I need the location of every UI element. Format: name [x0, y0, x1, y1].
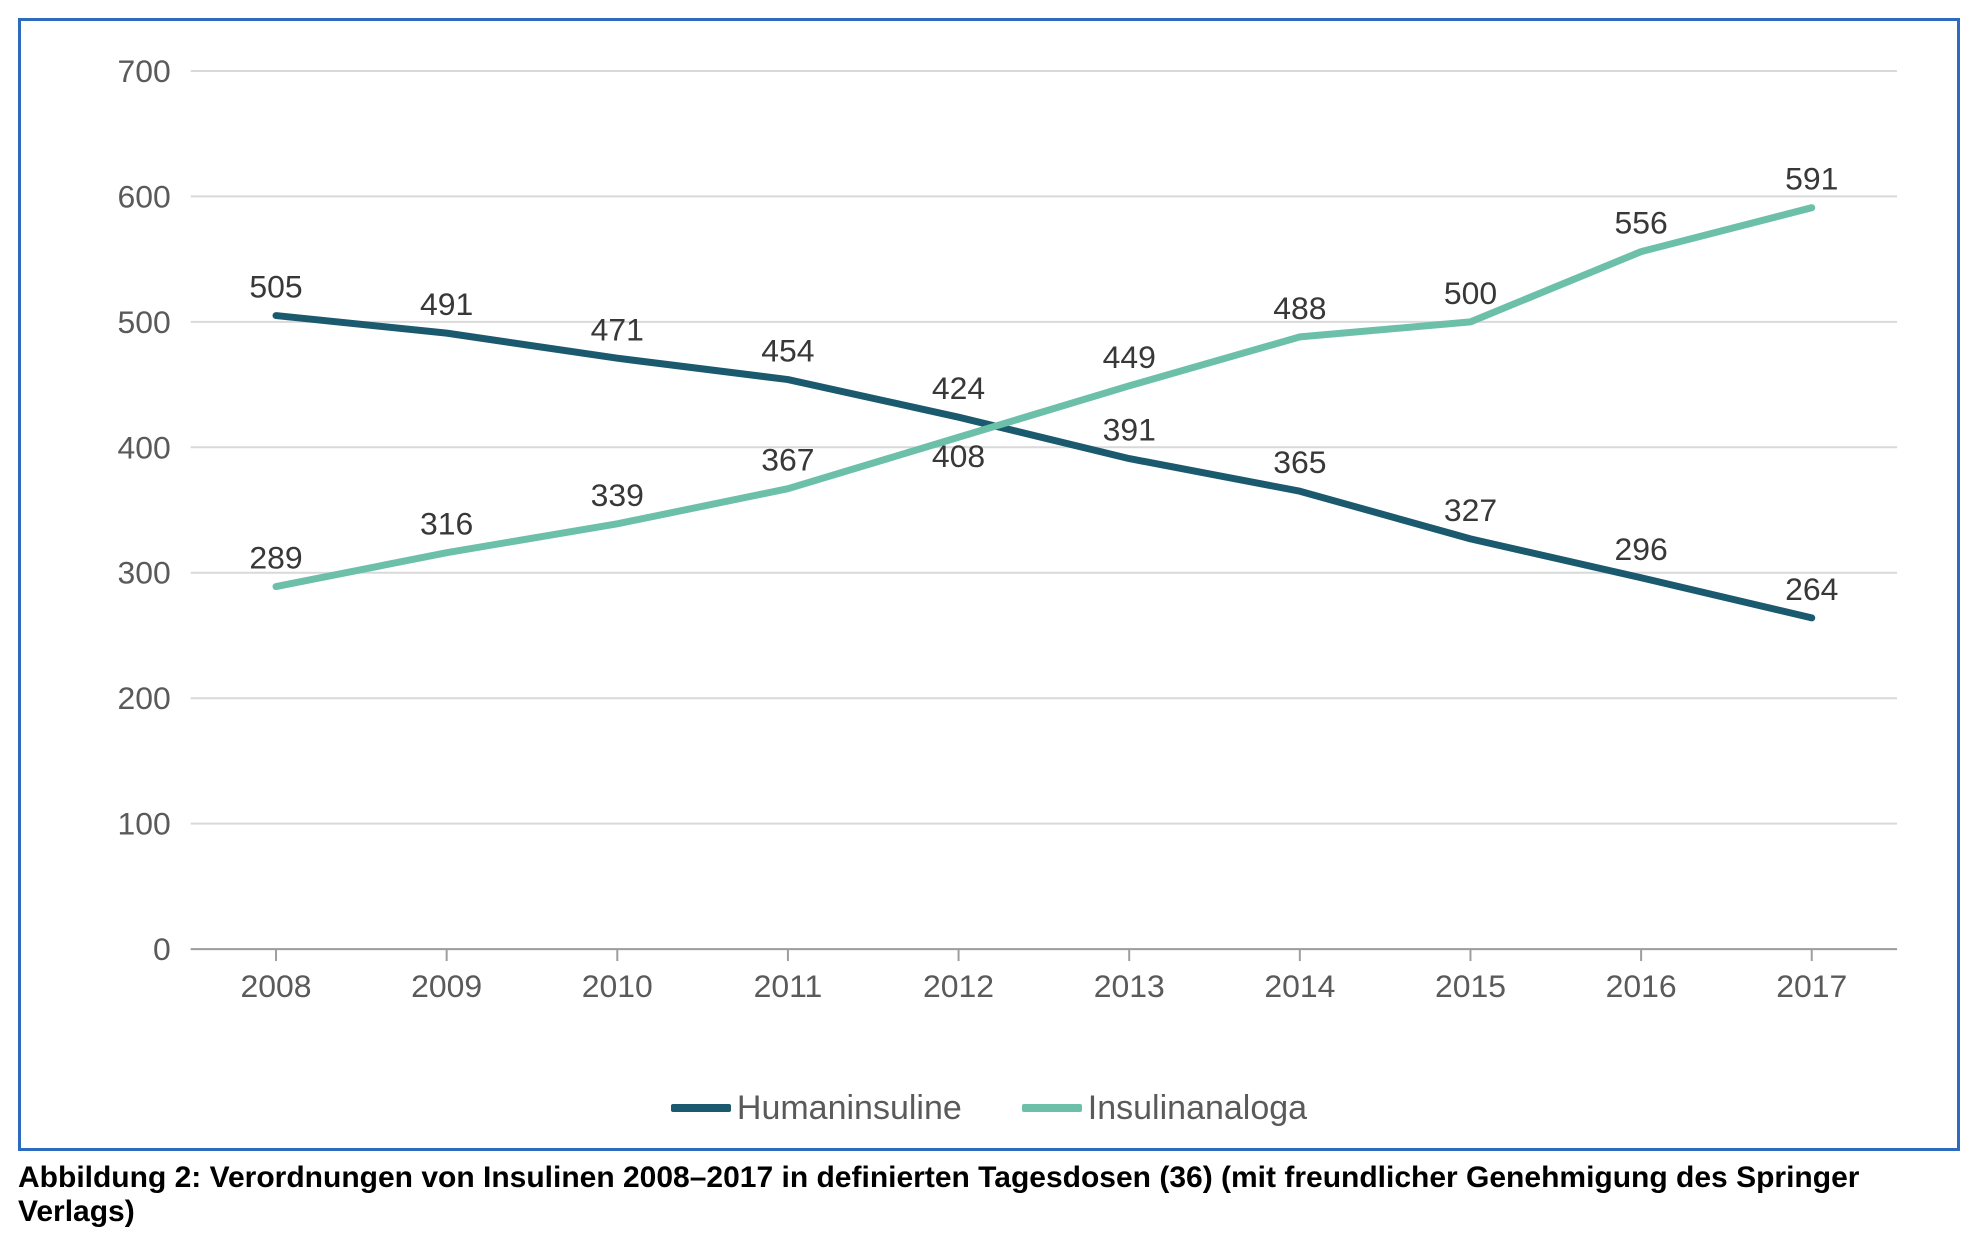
data-label: 556: [1614, 205, 1667, 241]
data-label: 471: [591, 311, 644, 347]
legend: Humaninsuline Insulinanaloga: [51, 1089, 1927, 1128]
data-label: 367: [761, 442, 814, 478]
data-label: 488: [1273, 290, 1326, 326]
data-label: 500: [1444, 275, 1497, 311]
figure-caption: Abbildung 2: Verordnungen von Insulinen …: [18, 1161, 1960, 1229]
data-label: 591: [1785, 161, 1838, 197]
line-chart: 0 100 200 300 400 500 600 700 2008 2009 2010 2011 20…: [51, 51, 1927, 1069]
x-tick-label: 2010: [582, 968, 653, 1004]
x-tick-label: 2016: [1606, 968, 1677, 1004]
x-tick-label: 2009: [411, 968, 482, 1004]
data-label: 264: [1785, 571, 1838, 607]
data-label: 408: [932, 438, 985, 474]
x-tick-label: 2014: [1264, 968, 1335, 1004]
data-label: 327: [1444, 492, 1497, 528]
y-tick-label: 0: [153, 931, 171, 967]
data-label: 391: [1103, 412, 1156, 448]
y-tick-label: 400: [117, 429, 170, 465]
x-tick-label: 2012: [923, 968, 994, 1004]
data-label: 365: [1273, 444, 1326, 480]
data-label: 339: [591, 477, 644, 513]
y-tick-label: 700: [117, 53, 170, 89]
y-tick-label: 600: [117, 178, 170, 214]
y-tick-label: 100: [117, 806, 170, 842]
figure-container: 0 100 200 300 400 500 600 700 2008 2009 2010 2011 20…: [0, 0, 1978, 1237]
legend-swatch: [1022, 1104, 1082, 1112]
x-tick-label: 2015: [1435, 968, 1506, 1004]
data-label: 449: [1103, 339, 1156, 375]
chart-frame: 0 100 200 300 400 500 600 700 2008 2009 2010 2011 20…: [18, 18, 1960, 1151]
x-tick-label: 2013: [1094, 968, 1165, 1004]
legend-label: Insulinanaloga: [1088, 1089, 1307, 1128]
x-tick-label: 2011: [754, 968, 823, 1004]
legend-item: Humaninsuline: [671, 1089, 962, 1128]
data-label: 289: [249, 540, 302, 576]
y-tick-label: 500: [117, 304, 170, 340]
data-label: 296: [1614, 531, 1667, 567]
legend-swatch: [671, 1104, 731, 1112]
legend-label: Humaninsuline: [737, 1089, 962, 1128]
data-label: 491: [420, 286, 473, 322]
x-tick-label: 2017: [1776, 968, 1847, 1004]
x-tick-label: 2008: [241, 968, 312, 1004]
series-line: [276, 208, 1812, 587]
data-label: 424: [932, 370, 985, 406]
data-label: 454: [761, 333, 814, 369]
y-tick-label: 300: [117, 555, 170, 591]
data-label: 505: [249, 269, 302, 305]
data-label: 316: [420, 506, 473, 542]
legend-item: Insulinanaloga: [1022, 1089, 1307, 1128]
y-tick-label: 200: [117, 680, 170, 716]
